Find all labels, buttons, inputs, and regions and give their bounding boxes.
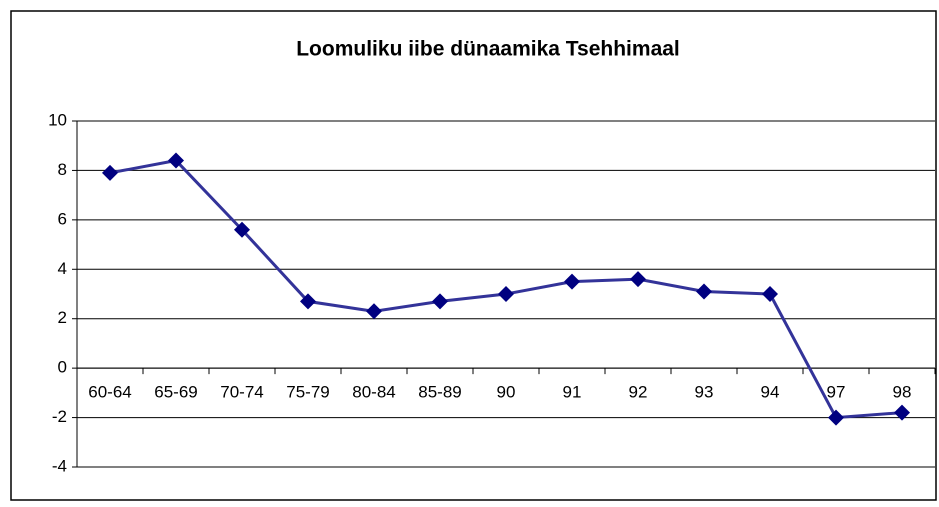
chart-frame xyxy=(10,10,937,501)
x-tick-label: 60-64 xyxy=(88,383,131,402)
x-tick-label: 65-69 xyxy=(154,383,197,402)
data-point xyxy=(564,273,580,290)
y-tick-label: -2 xyxy=(52,407,67,426)
data-point xyxy=(828,409,844,426)
data-point xyxy=(300,293,316,310)
x-tick-label: 94 xyxy=(761,383,780,402)
data-point xyxy=(894,404,910,421)
x-tick-label: 98 xyxy=(893,383,912,402)
y-tick-label: 8 xyxy=(58,160,67,179)
x-tick-label: 93 xyxy=(695,383,714,402)
x-tick-label: 90 xyxy=(497,383,516,402)
data-point xyxy=(762,286,778,302)
data-point xyxy=(630,271,646,288)
y-tick-label: 4 xyxy=(58,259,67,278)
y-tick-label: 2 xyxy=(58,308,67,327)
data-point xyxy=(498,286,514,302)
x-tick-label: 91 xyxy=(563,383,582,402)
y-tick-label: 10 xyxy=(48,110,67,129)
x-tick-label: 97 xyxy=(827,383,846,402)
x-tick-label: 92 xyxy=(629,383,648,402)
data-point xyxy=(234,221,250,238)
y-tick-label: -4 xyxy=(52,456,67,475)
x-tick-label: 70-74 xyxy=(220,383,263,402)
data-point xyxy=(366,303,382,320)
y-tick-label: 0 xyxy=(58,358,67,377)
data-point xyxy=(432,293,448,310)
data-point xyxy=(696,283,712,300)
y-tick-label: 6 xyxy=(58,209,67,228)
x-tick-label: 80-84 xyxy=(352,383,395,402)
x-tick-label: 75-79 xyxy=(286,383,329,402)
x-tick-label: 85-89 xyxy=(418,383,461,402)
data-point xyxy=(168,152,184,169)
data-point xyxy=(102,164,118,181)
chart-title: Loomuliku iibe dünaamika Tsehhimaal xyxy=(296,38,680,61)
